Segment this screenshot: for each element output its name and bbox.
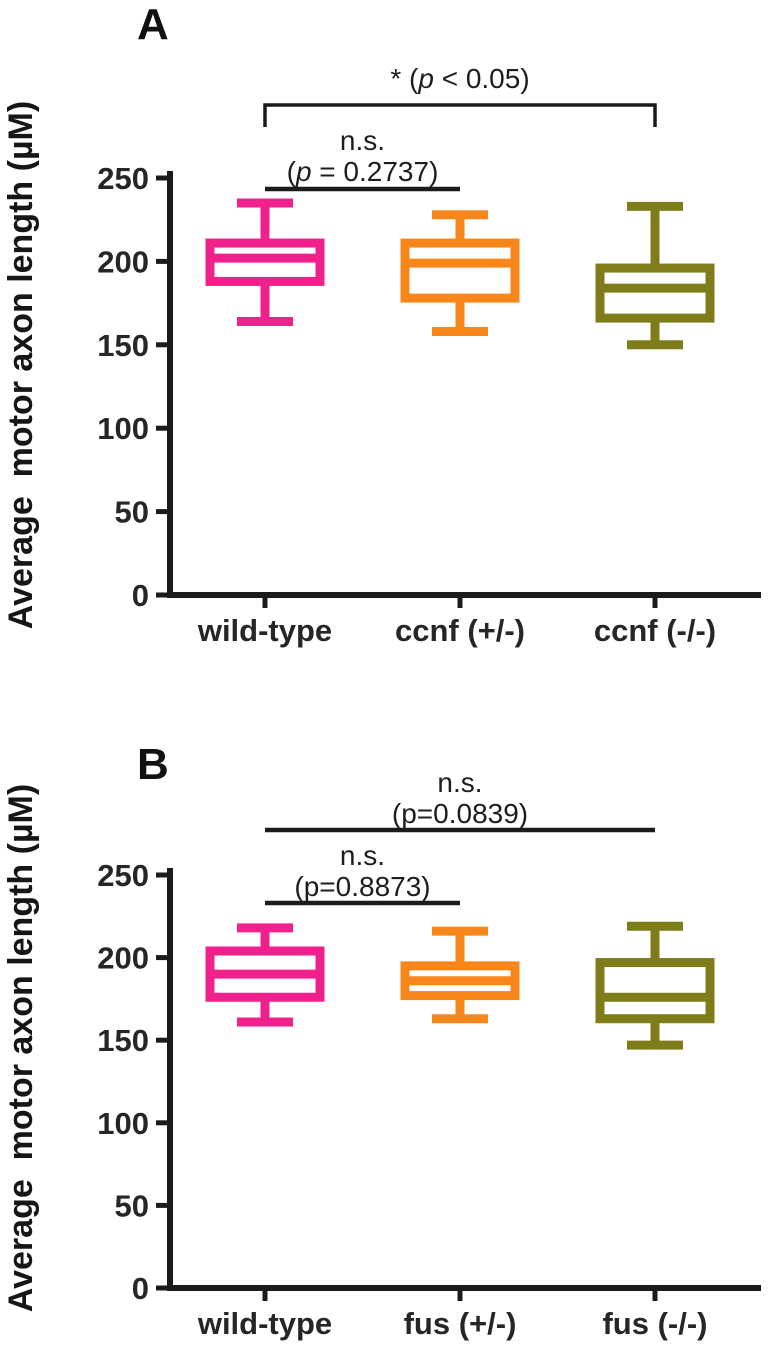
box-plot-fus-+--- <box>400 926 520 1024</box>
y-tick-label: 0 <box>132 1271 149 1306</box>
y-axis-title: Average motor axon length (µM) <box>2 784 40 1312</box>
panel-a-chart: 0 50 100 150 200 250 wild-type ccnf (+/-) ccnf (… <box>2 63 761 648</box>
x-axis-label: wild-type <box>197 1306 332 1341</box>
y-tick-label: 250 <box>97 161 149 196</box>
y-tick-label: 150 <box>97 1023 149 1058</box>
box-plot-ccnf----- <box>595 201 715 350</box>
significance-label: * (p < 0.05) <box>390 63 529 94</box>
y-tick-label: 100 <box>97 1106 149 1141</box>
x-axis-label: fus (-/-) <box>602 1306 707 1341</box>
y-tick-label: 200 <box>97 941 149 976</box>
panel-b-letter: B <box>137 740 169 789</box>
significance-label: (p=0.8873) <box>294 871 430 902</box>
y-tick-label: 200 <box>97 244 149 279</box>
iqr-box <box>400 238 520 303</box>
x-axis-label: wild-type <box>197 613 332 648</box>
significance-label: n.s. <box>340 125 385 156</box>
significance-label: n.s. <box>340 840 385 871</box>
panel-a-letter: A <box>137 0 169 49</box>
significance-label: n.s. <box>437 767 482 798</box>
box-plot-fus----- <box>595 921 715 1050</box>
significance-label: (p = 0.2737) <box>287 156 439 187</box>
y-tick-label: 0 <box>132 578 149 613</box>
y-tick-label: 150 <box>97 328 149 363</box>
x-axis-label: fus (+/-) <box>404 1306 517 1341</box>
iqr-box <box>595 263 715 323</box>
iqr-box <box>595 958 715 1024</box>
box-plot-ccnf-+--- <box>400 210 520 336</box>
significance-label: (p=0.0839) <box>392 798 528 829</box>
y-tick-label: 100 <box>97 411 149 446</box>
significance-bracket <box>263 103 657 127</box>
y-tick-label: 50 <box>115 495 149 530</box>
x-axis-label: ccnf (+/-) <box>395 613 525 648</box>
panel-b-chart: 0 50 100 150 200 250 wild-type fus (+/-) fus (-/… <box>2 767 761 1341</box>
y-tick-label: 250 <box>97 858 149 893</box>
box-plot-wild-type <box>205 923 325 1027</box>
box-plot-wild-type <box>205 198 325 326</box>
y-axis-title: Average motor axon length (µM) <box>2 101 40 629</box>
y-tick-label: 50 <box>115 1188 149 1223</box>
x-axis-label: ccnf (-/-) <box>594 613 716 648</box>
